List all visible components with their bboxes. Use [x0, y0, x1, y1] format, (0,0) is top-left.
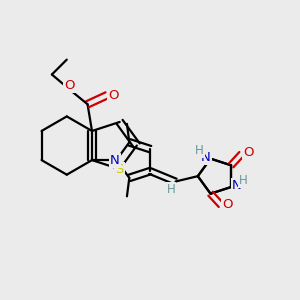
Text: N: N	[201, 151, 211, 164]
Text: S: S	[116, 163, 124, 176]
Text: O: O	[243, 146, 253, 159]
Text: H: H	[239, 174, 248, 187]
Text: H: H	[167, 183, 176, 196]
Text: H: H	[195, 144, 204, 157]
Text: N: N	[110, 154, 120, 166]
Text: O: O	[64, 79, 75, 92]
Text: O: O	[222, 199, 233, 212]
Text: O: O	[108, 89, 119, 102]
Text: N: N	[232, 179, 242, 192]
